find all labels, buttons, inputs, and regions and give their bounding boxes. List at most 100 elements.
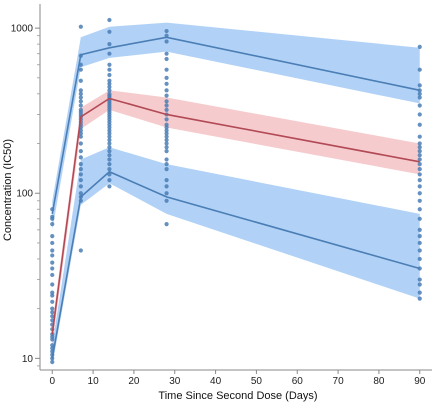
data-point: [164, 81, 169, 86]
data-point: [78, 95, 83, 100]
x-tick-label: 70: [333, 376, 345, 387]
data-point: [417, 91, 422, 96]
data-point: [164, 167, 169, 172]
data-point: [78, 78, 83, 83]
data-point: [417, 207, 422, 212]
data-point: [417, 167, 422, 172]
data-point: [417, 153, 422, 158]
median-lines: [51, 36, 420, 359]
data-point: [50, 290, 55, 295]
data-point: [78, 178, 83, 183]
data-point: [417, 134, 422, 139]
data-point: [417, 256, 422, 262]
data-point: [107, 51, 112, 56]
data-point: [417, 122, 422, 127]
data-point: [417, 172, 422, 177]
data-point: [107, 141, 112, 146]
data-point: [417, 83, 422, 88]
data-point: [78, 88, 83, 93]
data-point: [78, 141, 83, 146]
data-point: [50, 310, 55, 315]
data-point: [164, 184, 169, 189]
data-point: [107, 184, 112, 189]
data-point: [417, 148, 422, 154]
data-point: [417, 95, 422, 100]
data-point: [107, 157, 112, 162]
data-point: [164, 28, 169, 34]
data-point: [50, 260, 55, 265]
data-point: [50, 240, 55, 246]
data-point: [50, 293, 55, 298]
data-point: [107, 78, 112, 83]
data-point: [107, 42, 112, 47]
data-point: [50, 234, 55, 239]
data-point: [78, 172, 83, 177]
data-point: [164, 125, 169, 130]
data-point: [164, 88, 169, 93]
x-tick-label: 60: [292, 376, 304, 387]
data-point: [417, 44, 422, 49]
data-point: [78, 91, 83, 96]
data-point: [417, 157, 422, 162]
data-point: [417, 162, 422, 167]
x-tick-label: 50: [251, 376, 263, 387]
data-point: [107, 178, 112, 183]
data-point: [417, 227, 422, 232]
data-point: [164, 222, 169, 227]
x-tick-label: 30: [169, 376, 181, 387]
data-point: [164, 56, 169, 62]
data-point: [50, 253, 55, 258]
data-point: [164, 141, 169, 146]
x-tick-label: 0: [49, 376, 55, 387]
axes: [35, 4, 432, 374]
median-line-middle: [51, 97, 420, 335]
data-point: [417, 290, 422, 295]
data-point: [417, 234, 422, 239]
data-point: [164, 157, 169, 162]
data-point: [78, 67, 83, 72]
data-point: [50, 216, 55, 221]
tick-labels: 0 10 20 30 40 50 60 70 80 90 10 100 1000: [11, 24, 426, 387]
data-point: [50, 266, 55, 271]
x-tick-label: 40: [210, 376, 222, 387]
data-point: [107, 81, 112, 86]
data-point: [107, 67, 112, 72]
data-point: [164, 107, 169, 112]
band-lower: [52, 147, 420, 366]
data-point: [50, 343, 55, 348]
data-point: [164, 75, 169, 80]
data-point: [417, 145, 422, 150]
data-point: [164, 93, 169, 98]
data-point: [417, 277, 422, 282]
median-line-lower: [51, 170, 420, 359]
data-point: [78, 184, 83, 189]
data-point: [417, 103, 422, 108]
data-point: [107, 131, 112, 136]
data-point: [164, 162, 169, 167]
data-point: [78, 131, 83, 136]
data-point: [50, 299, 55, 304]
data-point: [417, 296, 422, 301]
data-point: [78, 148, 83, 154]
data-point: [50, 334, 55, 339]
data-point: [164, 99, 169, 104]
data-point: [107, 125, 112, 130]
data-point: [164, 117, 169, 122]
data-point: [164, 137, 169, 143]
y-tick-label: 1000: [11, 24, 34, 35]
x-tick-label: 90: [414, 376, 426, 387]
data-point: [164, 39, 169, 44]
data-point: [50, 222, 55, 227]
x-tick-label: 20: [128, 376, 140, 387]
x-tick-label: 80: [373, 376, 385, 387]
x-tick-label: 10: [88, 376, 100, 387]
data-point: [164, 67, 169, 72]
data-point: [50, 306, 55, 311]
data-point: [164, 198, 169, 203]
data-point: [78, 134, 83, 139]
y-axis-title: Concentration (IC50): [2, 139, 14, 241]
data-point: [78, 24, 83, 29]
data-point: [164, 51, 169, 56]
y-tick-label: 10: [22, 354, 34, 365]
band-upper: [52, 22, 420, 230]
